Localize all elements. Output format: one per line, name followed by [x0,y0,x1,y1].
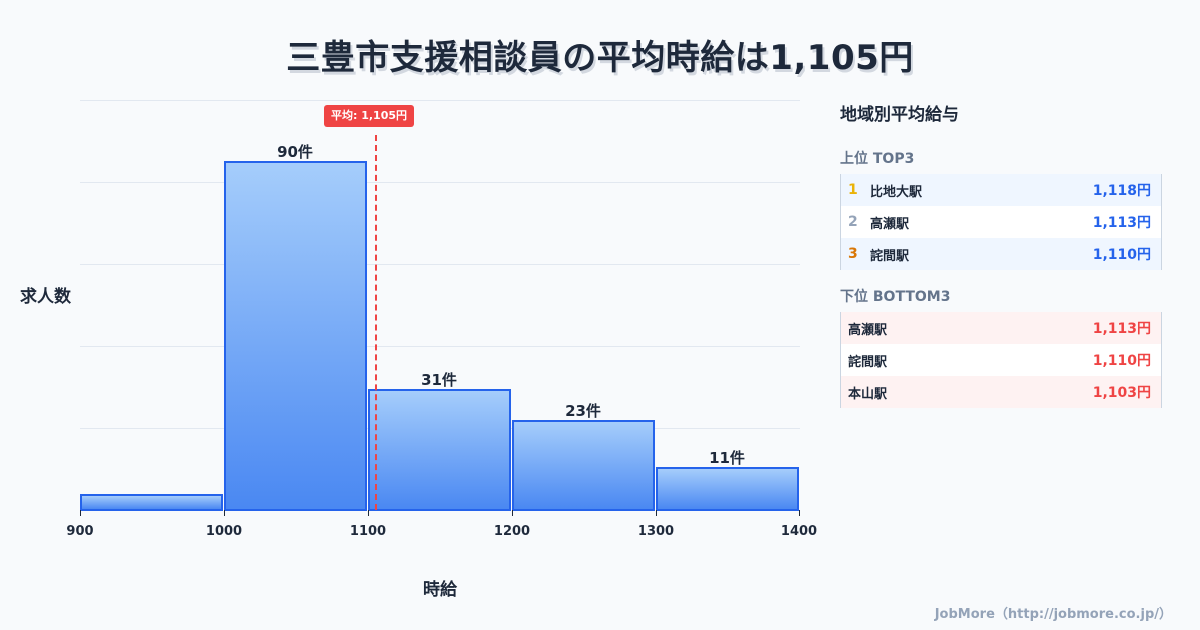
list-item: 2 高瀬駅 1,113円 [841,206,1161,238]
panel-title: 地域別平均給与 [840,105,959,125]
bar-1200-1300 [512,420,655,511]
bar-value-label: 90件 [277,143,313,161]
bar-1000-1100 [224,161,367,511]
top3-title: 上位 TOP3 [840,151,915,167]
x-tick [512,510,513,516]
x-tick-label: 1300 [637,524,675,539]
salary-value: 1,110円 [1092,353,1151,369]
rank-number: 2 [848,214,858,230]
mean-line [375,135,377,510]
station-name: 本山駅 [848,386,888,402]
gridline [80,182,800,183]
list-item: 詫間駅 1,110円 [841,344,1161,376]
x-tick-label: 900 [66,524,94,539]
list-item: 3 詫間駅 1,110円 [841,238,1161,270]
bar-value-label: 23件 [565,402,601,420]
top3-list: 1 比地大駅 1,118円 2 高瀬駅 1,113円 3 詫間駅 1,110円 [840,174,1162,270]
x-tick [799,510,800,516]
gridline [80,100,800,101]
salary-value: 1,118円 [1092,183,1151,199]
salary-value: 1,103円 [1092,385,1151,401]
footer-credit: JobMore（http://jobmore.co.jp/） [934,607,1172,622]
x-tick [368,510,369,516]
bar-value-label: 31件 [421,371,457,389]
station-name: 高瀬駅 [848,322,888,338]
x-tick [224,510,225,516]
histogram-chart: 求人数 90件 31件 23件 11件 平均: 1,105円 900 1000 … [20,100,817,600]
x-tick-label: 1200 [493,524,531,539]
station-name: 高瀬駅 [870,216,910,232]
gridline [80,346,800,347]
x-tick [80,510,81,516]
station-name: 詫間駅 [870,248,910,264]
bottom3-list: 高瀬駅 1,113円 詫間駅 1,110円 本山駅 1,103円 [840,312,1162,408]
y-axis-label: 求人数 [20,287,71,307]
bar-value-label: 11件 [709,449,745,467]
bar-900-1000 [80,494,223,511]
salary-value: 1,110円 [1092,247,1151,263]
mean-badge: 平均: 1,105円 [324,105,415,127]
regional-salary-panel: 地域別平均給与 上位 TOP3 1 比地大駅 1,118円 2 高瀬駅 1,11… [840,100,1162,408]
gridline [80,264,800,265]
page-title: 三豊市支援相談員の平均時給は1,105円 [286,38,914,78]
bar-1100-1200 [368,389,511,511]
bottom3-title: 下位 BOTTOM3 [840,289,951,305]
rank-number: 3 [848,246,858,262]
x-axis-label: 時給 [423,580,457,600]
x-tick-label: 1000 [205,524,243,539]
x-tick-label: 1100 [349,524,387,539]
salary-value: 1,113円 [1092,321,1151,337]
station-name: 比地大駅 [870,184,923,200]
x-tick [656,510,657,516]
rank-number: 1 [848,182,858,198]
salary-value: 1,113円 [1092,215,1151,231]
list-item: 1 比地大駅 1,118円 [841,174,1161,206]
bar-1300-1400 [656,467,799,511]
station-name: 詫間駅 [848,354,888,370]
list-item: 高瀬駅 1,113円 [841,312,1161,344]
list-item: 本山駅 1,103円 [841,376,1161,408]
x-tick-label: 1400 [780,524,818,539]
